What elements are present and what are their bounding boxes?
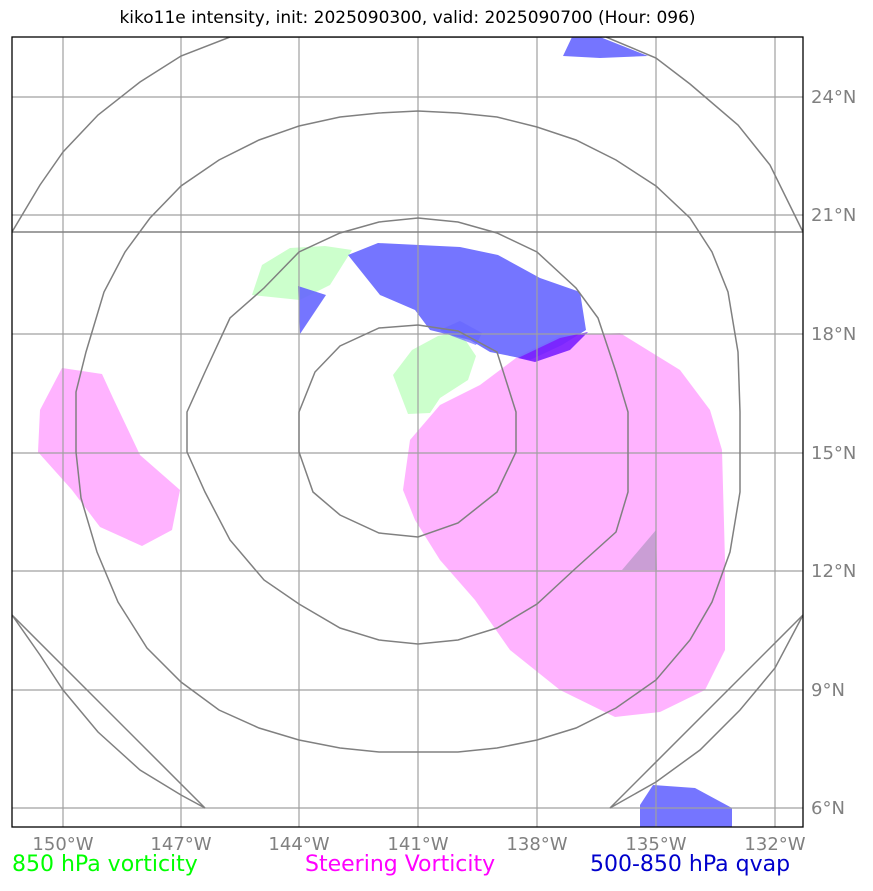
lat-tick-labels: 24°N 21°N 18°N 15°N 12°N 9°N 6°N — [811, 87, 856, 819]
range-ring-3 — [75, 110, 741, 753]
lon-tick-label: 144°W — [268, 834, 329, 855]
lon-tick-labels: 150°W 147°W 144°W 141°W 138°W 135°W 132°… — [32, 834, 805, 855]
lat-tick-label: 6°N — [811, 798, 845, 819]
map-title: kiko11e intensity, init: 2025090300, val… — [119, 8, 696, 28]
vorticity-850-area — [252, 246, 352, 300]
lat-tick-label: 15°N — [811, 443, 856, 464]
legend-steering-vorticity: Steering Vorticity — [305, 852, 496, 877]
range-ring-2 — [186, 217, 629, 645]
lon-tick-label: 138°W — [506, 834, 567, 855]
qvap-area — [348, 243, 586, 360]
range-rings — [12, 37, 803, 809]
plot-frame — [11, 36, 804, 828]
lat-tick-label: 18°N — [811, 324, 856, 345]
gridlines — [12, 37, 803, 827]
qvap-area — [640, 785, 732, 827]
qvap-area — [518, 332, 588, 362]
range-ring-4-lower — [12, 614, 206, 809]
lat-tick-label: 12°N — [811, 561, 856, 582]
range-ring-4 — [12, 37, 803, 233]
vorticity-850-area — [393, 332, 476, 414]
lon-tick-label: 141°W — [387, 834, 448, 855]
lon-tick-label: 135°W — [625, 834, 686, 855]
lat-tick-label: 24°N — [811, 87, 856, 108]
legend-qvap: 500-850 hPa qvap — [590, 852, 791, 877]
range-ring-4-lower-right — [609, 614, 803, 809]
legend-850-vorticity: 850 hPa vorticity — [12, 852, 198, 877]
map-area — [12, 37, 803, 827]
steering-vorticity-overlap — [622, 530, 657, 570]
lat-tick-label: 9°N — [811, 680, 845, 701]
steering-vorticity-area — [403, 333, 725, 717]
lon-tick-label: 147°W — [150, 834, 211, 855]
qvap-area — [563, 37, 648, 58]
qvap-area — [298, 286, 326, 334]
range-ring-1 — [298, 324, 517, 538]
lon-tick-label: 150°W — [32, 834, 93, 855]
steering-vorticity-area — [38, 368, 180, 546]
lat-tick-label: 21°N — [811, 205, 856, 226]
lon-tick-label: 132°W — [744, 834, 805, 855]
